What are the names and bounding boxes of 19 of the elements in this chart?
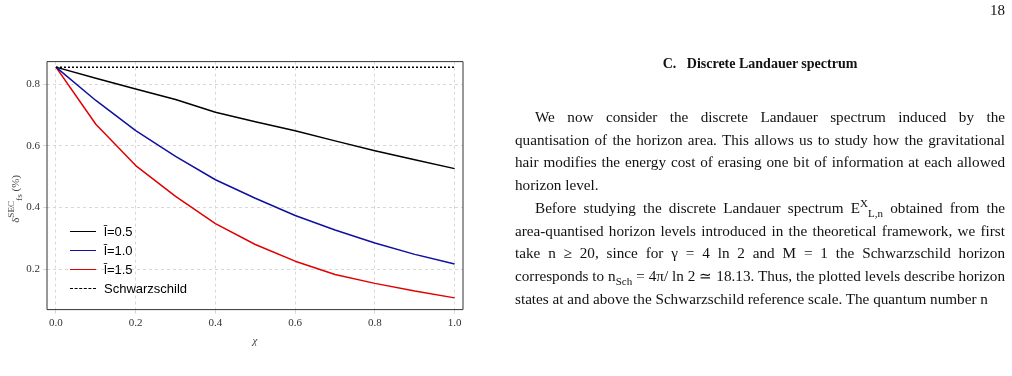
legend-label: l̄=0.5 [104,224,133,239]
y-tick-label: 0.4 [26,200,41,213]
y-tick-label: 0.8 [26,77,41,90]
y-tick-label: 0.2 [26,262,40,275]
x-tick-label: 0.6 [288,316,303,329]
x-tick-label: 1.0 [447,316,462,329]
text: C. Discrete Landauer spectrum [661,56,859,72]
x-tick-label: 0.0 [49,316,64,329]
text: 18 [990,2,1005,19]
x-tick-label: 0.8 [368,316,383,329]
legend-label: l̄=1.5 [104,262,133,277]
text: Before studying the discrete Landauer spectrum E$^{X}$$_{L,n}$ obtained from the area-quantised horizon levels introduced in the theoretical framework, we first take n ≥ 20, since for γ = 4 ln 2 and M = 1 the Schwarzschild horizon corresponds to n$_{Sch}$ = 4π/ ln 2 ≃ 18.13. Thus, the plotted levels describe horizon states at and above the Schwarzschild reference scale. The quantum number n [515,196,1006,307]
x-tick-label: 0.2 [128,316,143,329]
x-tick-label: 0.4 [208,316,223,329]
text: We now consider the discrete Landauer spectrum induced by the quantisation of the horizon area. This allows us to study how the gravitational hair modifies the energy cost of erasing one bit of information at each allowed horizon level. [515,107,1005,196]
legend-label: l̄=1.0 [104,243,133,258]
legend-label: Schwarzschild [104,281,188,296]
y-tick-label: 0.6 [26,138,41,151]
x-axis-title: χ [251,334,259,347]
